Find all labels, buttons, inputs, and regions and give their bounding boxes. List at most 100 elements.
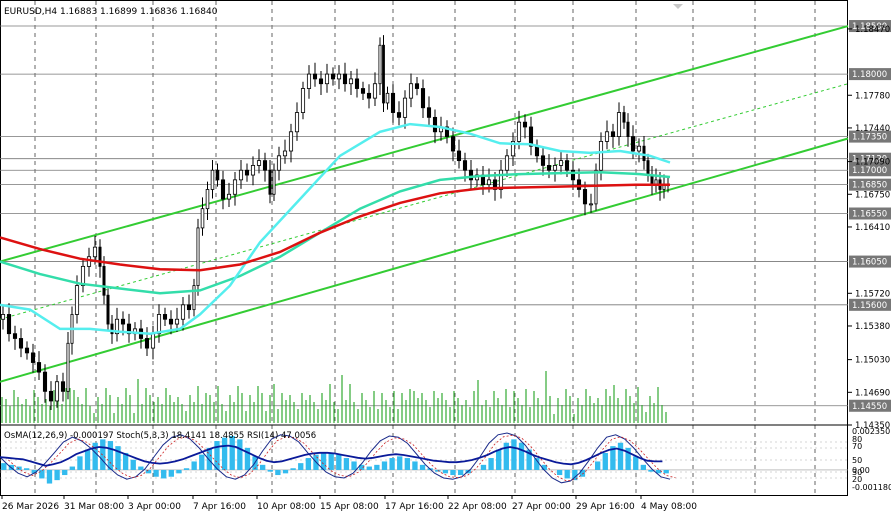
candle-body-56 — [306, 73, 312, 89]
candle-body-35 — [192, 285, 196, 311]
candle-body-20 — [106, 294, 110, 325]
candle-body-107 — [604, 131, 610, 142]
candle-body-49 — [268, 169, 272, 195]
candle-body-71 — [390, 92, 396, 113]
price-tick-label-9: 1.14690 — [855, 388, 890, 398]
candle-body-97 — [546, 165, 552, 171]
candle-body-58 — [318, 78, 324, 85]
candle-body-65 — [360, 88, 366, 94]
level-tag-8 — [849, 298, 891, 311]
level-label-9: 1.14550 — [852, 402, 887, 412]
candle-body-82 — [456, 150, 462, 162]
candle-body-84 — [468, 169, 474, 181]
candle-body-96 — [540, 155, 546, 166]
grid — [34, 1, 816, 495]
candle-body-46 — [250, 165, 256, 176]
time-label-9: 29 Apr 16:00 — [576, 502, 635, 512]
time-label-1: 31 Mar 08:00 — [64, 502, 124, 512]
plot-frame — [0, 0, 848, 496]
candle-body-28 — [150, 333, 156, 349]
candle-body-95 — [534, 145, 540, 157]
candle-body-39 — [210, 169, 215, 190]
price-tick-label-10: 1.14350 — [855, 421, 890, 431]
candle-body-109 — [616, 112, 622, 137]
time-label-7: 22 Apr 08:00 — [448, 502, 507, 512]
indicator-axis-label-3: 50 — [852, 456, 862, 465]
candle-body-18 — [98, 246, 102, 267]
candle-body-14 — [74, 285, 80, 315]
time-label-2: 3 Apr 00:00 — [128, 502, 181, 512]
candle-body-12 — [66, 342, 70, 392]
level-tag-9 — [849, 399, 891, 412]
candle-body-10 — [54, 381, 60, 402]
price-tick-label-2: 1.17440 — [855, 124, 890, 134]
shift-marker-icon[interactable] — [673, 4, 683, 9]
level-tag-5 — [849, 178, 891, 191]
candle-body-51 — [276, 155, 282, 171]
candle-body-47 — [256, 160, 262, 166]
candle-body-88 — [492, 179, 498, 190]
level-tag-4 — [849, 164, 891, 177]
symbol-header: EURUSD,H4 1.16883 1.16899 1.16836 1.1684… — [4, 7, 218, 17]
time-label-4: 10 Apr 08:00 — [257, 502, 316, 512]
time-axis: 26 Mar 2026 31 Mar 08:00 3 Apr 00:00 7 Apr … — [1, 495, 697, 512]
candle-body-53 — [288, 131, 294, 152]
candle-body-66 — [366, 92, 372, 99]
candle-body-73 — [402, 97, 408, 118]
level-lines — [0, 25, 848, 407]
candle-body-93 — [522, 121, 528, 128]
candle-body-113 — [636, 145, 642, 152]
candle-body-55 — [300, 88, 306, 113]
candle-body-106 — [598, 140, 604, 171]
candle-body-38 — [205, 189, 210, 210]
candle-body-75 — [414, 83, 420, 89]
indicator-axis-label-2: 70 — [852, 442, 862, 451]
candle-body-87 — [486, 179, 492, 186]
level-label-7: 1.16050 — [852, 258, 887, 268]
candle-body-81 — [450, 136, 456, 152]
level-label-3: 1.17120 — [852, 155, 887, 165]
price-tick-label-8: 1.15030 — [855, 356, 890, 366]
candle-body-11 — [60, 381, 66, 392]
candle-body-7 — [36, 362, 42, 373]
candle-body-101 — [570, 169, 576, 181]
indicator-axis-label-4: 30 — [852, 468, 862, 477]
candle-body-112 — [630, 136, 636, 152]
candle-body-83 — [462, 160, 468, 171]
candle-body-61 — [336, 73, 342, 80]
channel-mid — [0, 83, 849, 320]
candle-body-105 — [594, 169, 598, 205]
candle-body-67 — [372, 83, 378, 99]
candle-body-59 — [324, 73, 330, 85]
candle-body-89 — [498, 169, 504, 190]
level-tag-6 — [849, 207, 891, 220]
candle-body-4 — [18, 338, 24, 349]
candle-body-99 — [558, 160, 564, 166]
candle-body-54 — [294, 112, 300, 133]
ma-red-line — [0, 183, 670, 272]
indicator-axis-label-6: 20 — [852, 475, 862, 484]
candle-body-34 — [186, 304, 192, 311]
candle-body-48 — [262, 160, 268, 171]
price-tick-label-7: 1.15380 — [855, 322, 890, 332]
candle-body-1 — [0, 314, 6, 320]
candle-body-92 — [516, 121, 522, 142]
candle-body-16 — [86, 256, 92, 267]
candle-body-31 — [168, 318, 174, 325]
price-tick-label-3: 1.17090 — [855, 158, 890, 168]
candle-body-8 — [42, 371, 48, 392]
price-tick-label-5: 1.16410 — [855, 223, 890, 233]
level-label-5: 1.16850 — [852, 181, 887, 191]
candle-body-103 — [582, 189, 588, 205]
indicator-axis-label-1: 80 — [852, 435, 862, 444]
candle-body-2 — [6, 314, 12, 335]
candle-body-78 — [432, 116, 438, 133]
candle-body-40 — [215, 169, 220, 181]
candle-body-74 — [408, 83, 414, 99]
candle-body-41 — [220, 179, 226, 200]
candle-body-80 — [444, 126, 450, 137]
indicator-header: OsMA(12,26,9) -0.000197 Stoch(5,3,3) 18.… — [4, 431, 316, 441]
level-label-6: 1.16550 — [852, 210, 887, 220]
